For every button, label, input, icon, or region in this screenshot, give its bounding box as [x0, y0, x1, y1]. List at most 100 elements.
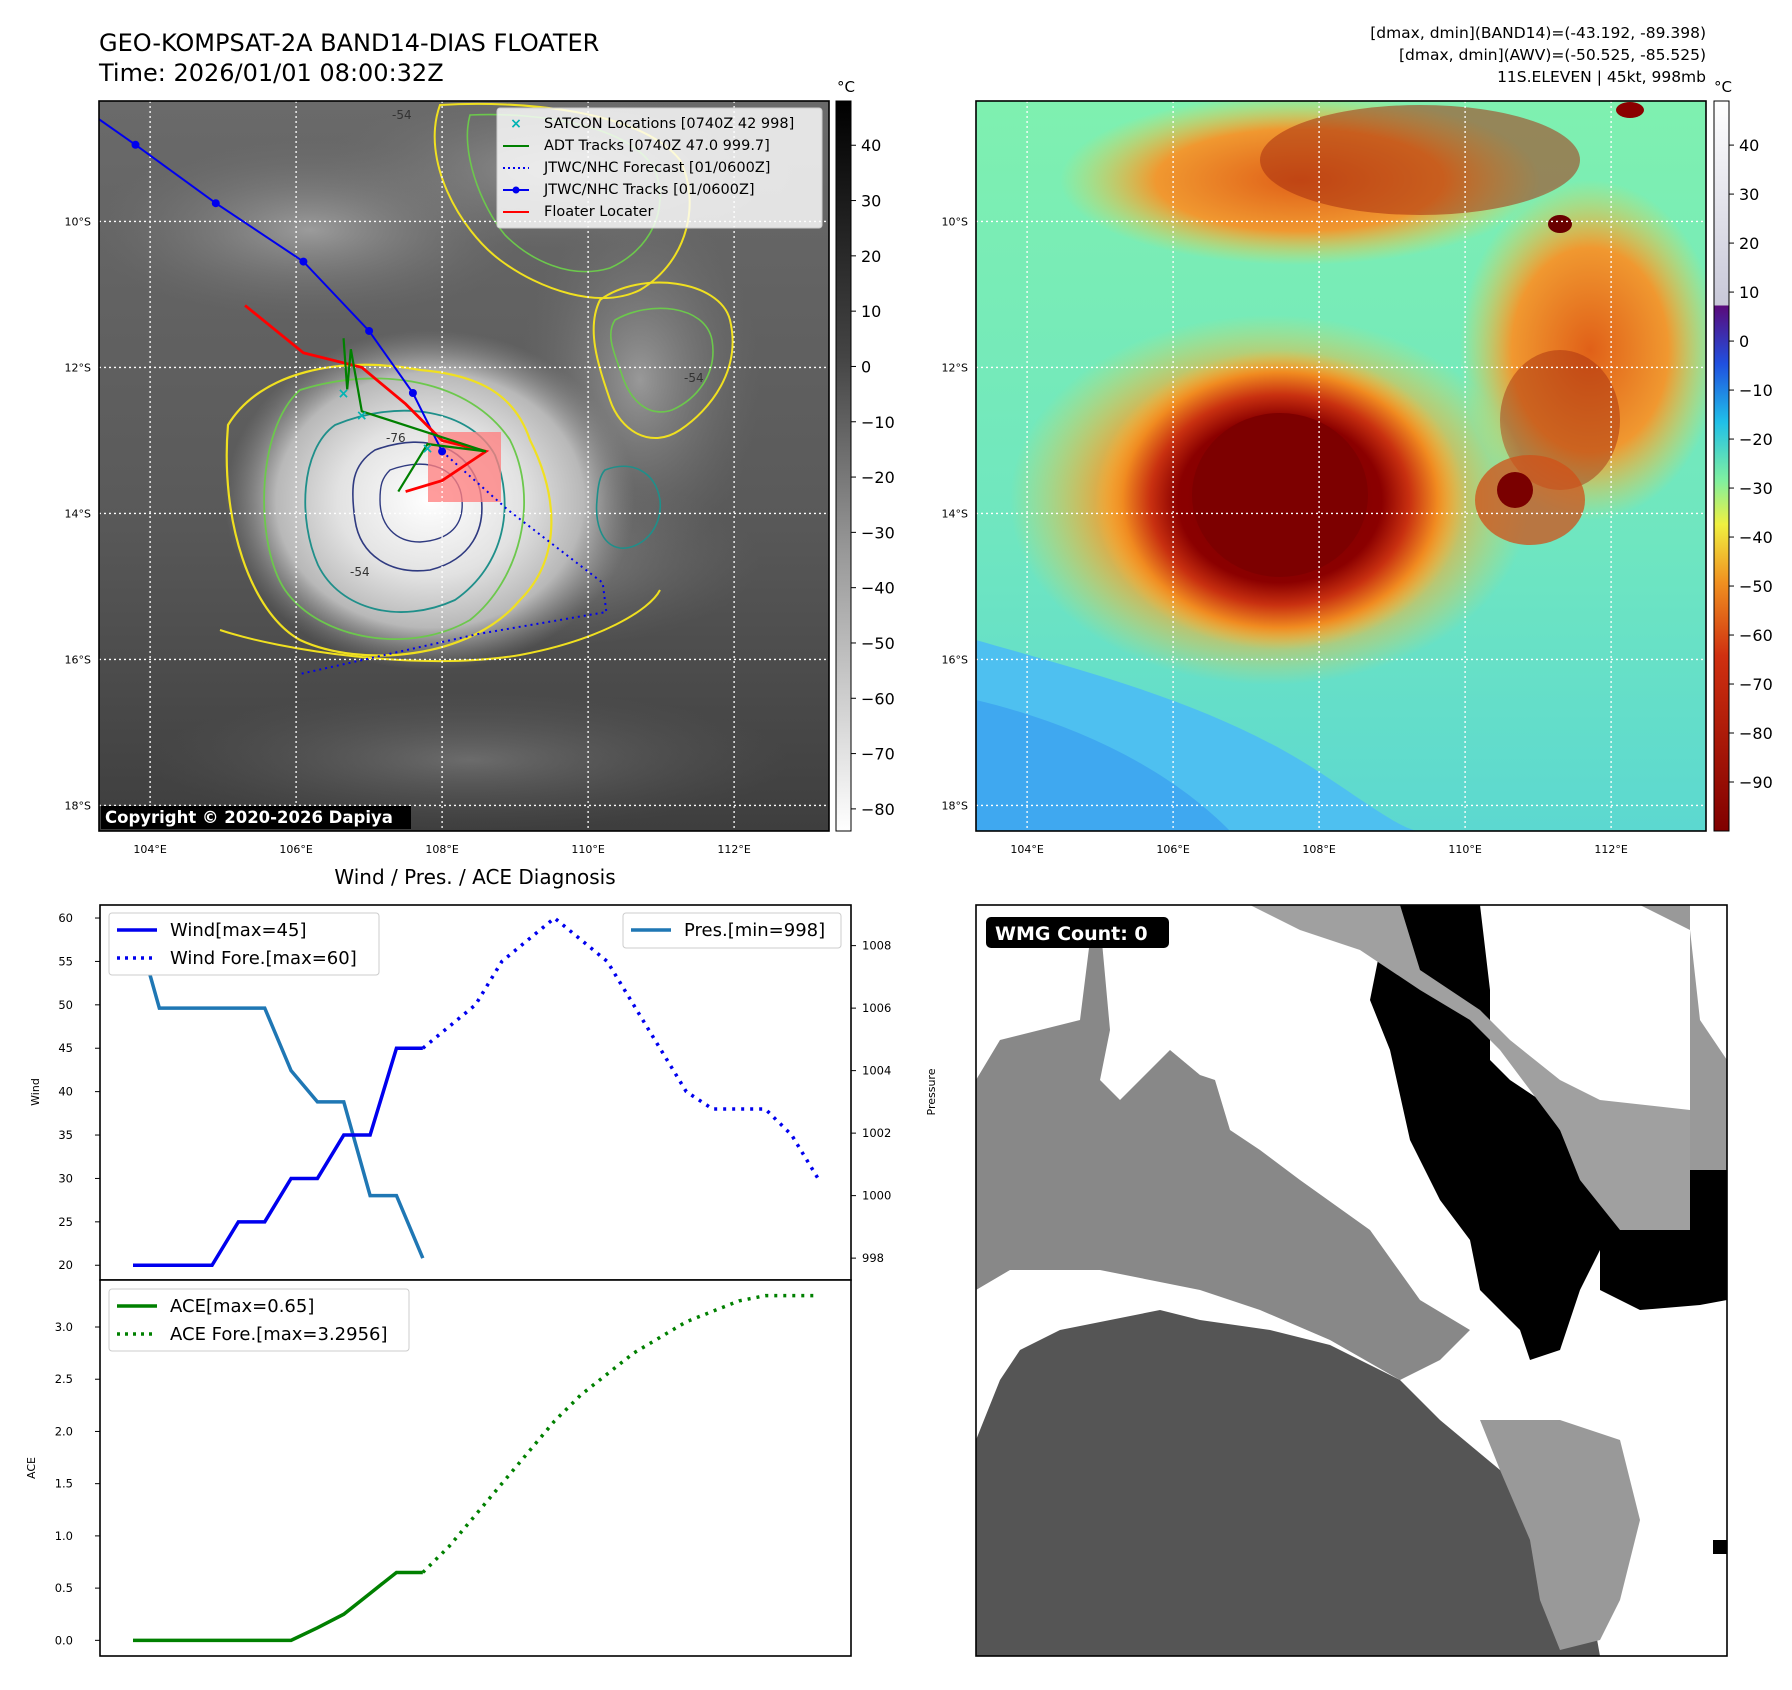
colorbar-tick-label: 30 — [861, 192, 881, 211]
wind-forecast-legend-label: Wind Fore.[max=60] — [170, 948, 357, 969]
lon-tick-label: 104°E — [1010, 843, 1043, 856]
awv-colorbar-unit: °C — [1714, 78, 1732, 96]
lat-tick-label: 18°S — [942, 799, 968, 812]
wmg-panel: WMG Count: 0 — [975, 904, 1728, 1657]
ace-forecast-line — [421, 1293, 818, 1574]
ir-contour-label: -54 — [684, 371, 704, 385]
ace-legend-label: ACE[max=0.65] — [170, 1296, 314, 1317]
wind-tick-label: 40 — [58, 1085, 73, 1099]
awv-colorbar — [1713, 100, 1730, 832]
jtwc-forecast-line — [299, 450, 608, 676]
ir-legend: × SATCON Locations [0740Z 42 998] ADT Tr… — [496, 107, 823, 229]
awv-satellite-panel: 10°S 12°S 14°S 16°S 18°S 104°E 106°E 108°E 110°E… — [942, 78, 1773, 856]
colorbar-tick-label: −70 — [861, 745, 895, 764]
pressure-tick-label: 1008 — [862, 939, 891, 953]
colorbar-tick-label: −50 — [861, 634, 895, 653]
wind-tick-label: 60 — [58, 911, 73, 925]
pressure-tick-label: 1004 — [862, 1064, 891, 1078]
colorbar-tick-label: −90 — [1739, 773, 1773, 792]
colorbar-tick-label: 20 — [861, 247, 881, 266]
legend-track-dot — [512, 186, 520, 194]
pressure-legend: Pres.[min=998] — [622, 912, 842, 949]
ace-axis-label: ACE — [25, 1457, 38, 1479]
storm-info: 11S.ELEVEN | 45kt, 998mb — [1497, 68, 1706, 86]
satcon-marker: × — [422, 441, 434, 457]
pressure-axis-label: Pressure — [925, 1068, 938, 1115]
ace-tick-label: 0.5 — [55, 1581, 73, 1595]
stats-awv: [dmax, dmin](AWV)=(-50.525, -85.525) — [1399, 46, 1706, 64]
lon-tick-label: 108°E — [425, 843, 458, 856]
ace-tick-label: 2.0 — [55, 1424, 73, 1438]
colorbar-tick-label: −40 — [861, 579, 895, 598]
colorbar-tick-label: −80 — [1739, 724, 1773, 743]
wind-forecast-line — [421, 915, 820, 1180]
colorbar-tick-label: −50 — [1739, 577, 1773, 596]
adt-track-line — [342, 338, 487, 493]
lat-tick-label: 16°S — [65, 653, 91, 666]
colorbar-tick-label: 40 — [1739, 136, 1759, 155]
lon-tick-label: 108°E — [1302, 843, 1335, 856]
satcon-marker: × — [356, 408, 368, 424]
pressure-line — [131, 913, 425, 1259]
ace-forecast-legend-label: ACE Fore.[max=3.2956] — [170, 1324, 388, 1345]
wind-legend: Wind[max=45] Wind Fore.[max=60] — [108, 912, 380, 976]
wind-tick-label: 25 — [58, 1215, 73, 1229]
colorbar-tick-label: −60 — [861, 689, 895, 708]
wind-tick-label: 30 — [58, 1171, 73, 1185]
ace-legend: ACE[max=0.65] ACE Fore.[max=3.2956] — [108, 1288, 410, 1352]
colorbar-tick-label: −80 — [861, 800, 895, 819]
colorbar-tick-label: 0 — [861, 357, 871, 376]
legend-adt-label: ADT Tracks [0740Z 47.0 999.7] — [544, 138, 770, 154]
figure-time: Time: 2026/01/01 08:00:32Z — [98, 59, 444, 87]
ace-tick-label: 0.0 — [55, 1633, 73, 1647]
colorbar-tick-label: 20 — [1739, 234, 1759, 253]
lat-tick-label: 18°S — [65, 799, 91, 812]
wind-tick-label: 20 — [58, 1258, 73, 1272]
stats-band14: [dmax, dmin](BAND14)=(-43.192, -89.398) — [1370, 24, 1706, 42]
colorbar-tick-label: −30 — [861, 523, 895, 542]
legend-satcon-label: SATCON Locations [0740Z 42 998] — [544, 116, 794, 132]
jtwc-track-point — [211, 199, 220, 208]
colorbar-tick-label: −20 — [1739, 430, 1773, 449]
colorbar-tick-label: 10 — [861, 302, 881, 321]
pressure-tick-label: 1002 — [862, 1126, 891, 1140]
jtwc-track-point — [408, 389, 417, 397]
lon-tick-label: 112°E — [1594, 843, 1627, 856]
jtwc-track-point — [131, 140, 140, 149]
wind-legend-label: Wind[max=45] — [170, 920, 307, 941]
colorbar-tick-label: 40 — [861, 136, 881, 155]
lat-tick-label: 10°S — [65, 215, 91, 228]
wind-axis-label: Wind — [29, 1078, 42, 1106]
lat-tick-label: 12°S — [65, 361, 91, 374]
jtwc-track-point — [365, 326, 374, 335]
wind-tick-label: 35 — [58, 1128, 73, 1142]
wind-tick-label: 50 — [58, 998, 73, 1012]
wind-pressure-ace-chart: Wind / Pres. / ACE Diagnosis Wind Pressu… — [25, 865, 938, 1657]
colorbar-tick-label: −10 — [1739, 381, 1773, 400]
lat-tick-label: 14°S — [942, 507, 968, 520]
floater-track-line — [244, 304, 490, 493]
wind-line — [133, 1046, 423, 1267]
pressure-tick-label: 1006 — [862, 1001, 891, 1015]
satcon-marker: × — [338, 386, 350, 402]
lon-tick-label: 106°E — [1156, 843, 1189, 856]
ace-tick-label: 2.5 — [55, 1372, 73, 1386]
colorbar-tick-label: −70 — [1739, 675, 1773, 694]
legend-x-marker: × — [510, 116, 522, 132]
colorbar-tick-label: −10 — [861, 413, 895, 432]
pressure-tick-label: 1000 — [862, 1189, 891, 1203]
ir-satellite-panel: × × × -54 -76 -54 -54 × SATCON Locations [… — [65, 78, 895, 856]
wmg-count-label: WMG Count: 0 — [995, 923, 1148, 945]
ir-contour-label: -54 — [350, 565, 370, 579]
ace-line — [133, 1570, 423, 1643]
pressure-tick-label: 998 — [862, 1251, 884, 1265]
jtwc-track-point — [438, 447, 447, 456]
colorbar-tick-label: −40 — [1739, 528, 1773, 547]
lon-tick-label: 110°E — [571, 843, 604, 856]
lat-tick-label: 10°S — [942, 215, 968, 228]
ace-tick-label: 3.0 — [55, 1320, 73, 1334]
colorbar-tick-label: −30 — [1739, 479, 1773, 498]
lat-tick-label: 12°S — [942, 361, 968, 374]
pressure-legend-label: Pres.[min=998] — [684, 920, 825, 941]
